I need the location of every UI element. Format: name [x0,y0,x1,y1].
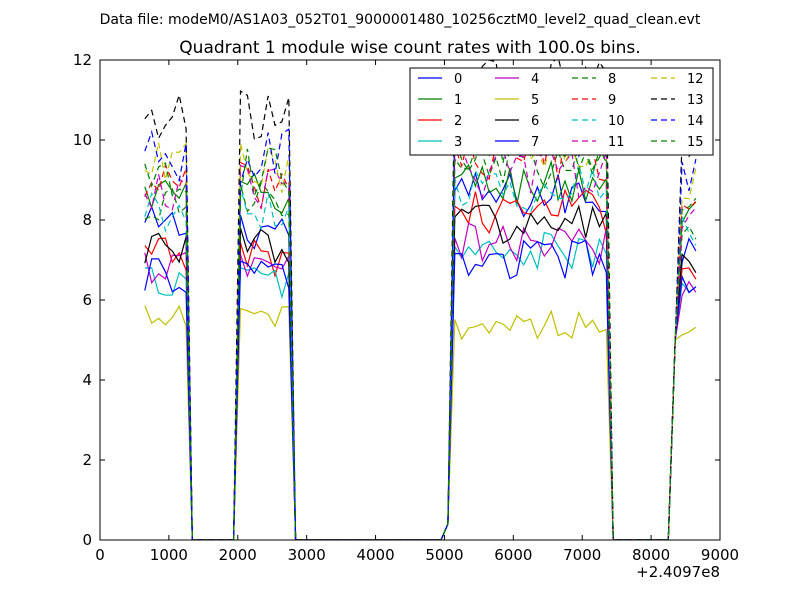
series-line-12 [144,112,697,540]
legend-label-6: 6 [531,114,539,129]
legend-label-3: 3 [454,135,462,150]
x-tick-label: 6000 [494,546,532,564]
x-tick-label: 9000 [701,546,739,564]
x-tick-label: 4000 [356,546,394,564]
series-line-5 [144,304,697,540]
series-line-6 [144,204,697,540]
chart-title: Quadrant 1 module wise count rates with … [179,38,640,58]
x-tick-label: 7000 [563,546,601,564]
series-line-2 [144,188,697,540]
y-tick-label: 12 [73,51,92,69]
series-line-14 [144,104,697,540]
y-tick-label: 6 [82,291,92,309]
y-tick-label: 0 [82,531,92,549]
legend-label-5: 5 [531,93,539,108]
chart-suptitle: Data file: modeM0/AS1A03_052T01_90000014… [100,12,701,28]
series-line-10 [144,163,697,540]
legend-label-13: 13 [687,93,704,108]
axis-ticks: 0 1000 2000 3000 4000 5000 6000 7000 8000 9000 0 2 4… [73,51,739,564]
legend-label-11: 11 [608,135,625,150]
legend-label-4: 4 [531,72,539,87]
legend-label-12: 12 [687,72,704,87]
legend-label-15: 15 [687,135,704,150]
series-line-1 [144,159,697,540]
x-tick-label: 2000 [219,546,257,564]
series-line-9 [144,130,697,540]
series-line-8 [144,143,697,540]
y-tick-label: 8 [82,211,92,229]
x-offset-label: +2.4097e8 [636,563,720,581]
x-tick-label: 3000 [288,546,326,564]
legend-label-1: 1 [454,93,462,108]
legend-label-7: 7 [531,135,539,150]
y-tick-label: 2 [82,451,92,469]
legend-label-0: 0 [454,72,462,87]
legend-label-14: 14 [687,114,704,129]
x-tick-label: 8000 [632,546,670,564]
legend-label-9: 9 [608,93,616,108]
y-tick-label: 10 [73,131,92,149]
series-line-4 [144,222,697,540]
x-tick-label: 1000 [150,546,188,564]
series-line-15 [144,120,697,540]
legend-label-2: 2 [454,114,462,129]
legend-label-8: 8 [608,72,616,87]
legend-label-10: 10 [608,114,625,129]
series-line-0 [144,171,697,540]
x-tick-label: 0 [95,546,105,564]
y-tick-label: 4 [82,371,92,389]
x-tick-label: 5000 [425,546,463,564]
series-line-7 [144,239,697,540]
series-line-3 [144,231,697,540]
series-line-11 [144,146,697,540]
